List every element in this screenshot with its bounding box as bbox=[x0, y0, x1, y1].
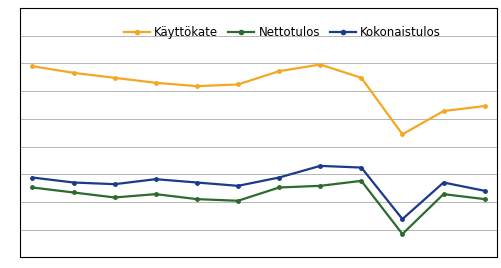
Käyttökate bbox=[440, 109, 446, 113]
Nettotulos bbox=[70, 191, 76, 194]
Nettotulos bbox=[399, 232, 405, 236]
Line: Kokonaistulos: Kokonaistulos bbox=[31, 164, 485, 221]
Kokonaistulos bbox=[193, 181, 199, 184]
Käyttökate bbox=[276, 70, 282, 73]
Käyttökate bbox=[399, 133, 405, 136]
Kokonaistulos bbox=[358, 166, 364, 169]
Nettotulos bbox=[234, 199, 240, 202]
Käyttökate bbox=[193, 84, 199, 88]
Käyttökate bbox=[234, 83, 240, 86]
Kokonaistulos bbox=[111, 183, 117, 186]
Kokonaistulos bbox=[480, 189, 486, 192]
Kokonaistulos bbox=[276, 176, 282, 179]
Kokonaistulos bbox=[234, 184, 240, 187]
Käyttökate bbox=[480, 105, 486, 108]
Legend: Käyttökate, Nettotulos, Kokonaistulos: Käyttökate, Nettotulos, Kokonaistulos bbox=[119, 21, 445, 44]
Käyttökate bbox=[70, 71, 76, 75]
Käyttökate bbox=[317, 63, 323, 66]
Kokonaistulos bbox=[317, 164, 323, 168]
Nettotulos bbox=[193, 198, 199, 201]
Nettotulos bbox=[152, 192, 158, 196]
Line: Käyttökate: Käyttökate bbox=[31, 63, 485, 136]
Kokonaistulos bbox=[152, 178, 158, 181]
Nettotulos bbox=[276, 186, 282, 189]
Line: Nettotulos: Nettotulos bbox=[31, 179, 485, 236]
Nettotulos bbox=[480, 198, 486, 201]
Kokonaistulos bbox=[70, 181, 76, 184]
Käyttökate bbox=[30, 65, 36, 68]
Käyttökate bbox=[358, 76, 364, 79]
Kokonaistulos bbox=[440, 181, 446, 184]
Nettotulos bbox=[358, 179, 364, 183]
Käyttökate bbox=[111, 76, 117, 79]
Kokonaistulos bbox=[399, 217, 405, 221]
Nettotulos bbox=[317, 184, 323, 187]
Nettotulos bbox=[30, 186, 36, 189]
Kokonaistulos bbox=[30, 176, 36, 179]
Nettotulos bbox=[111, 196, 117, 199]
Käyttökate bbox=[152, 81, 158, 84]
Nettotulos bbox=[440, 192, 446, 196]
